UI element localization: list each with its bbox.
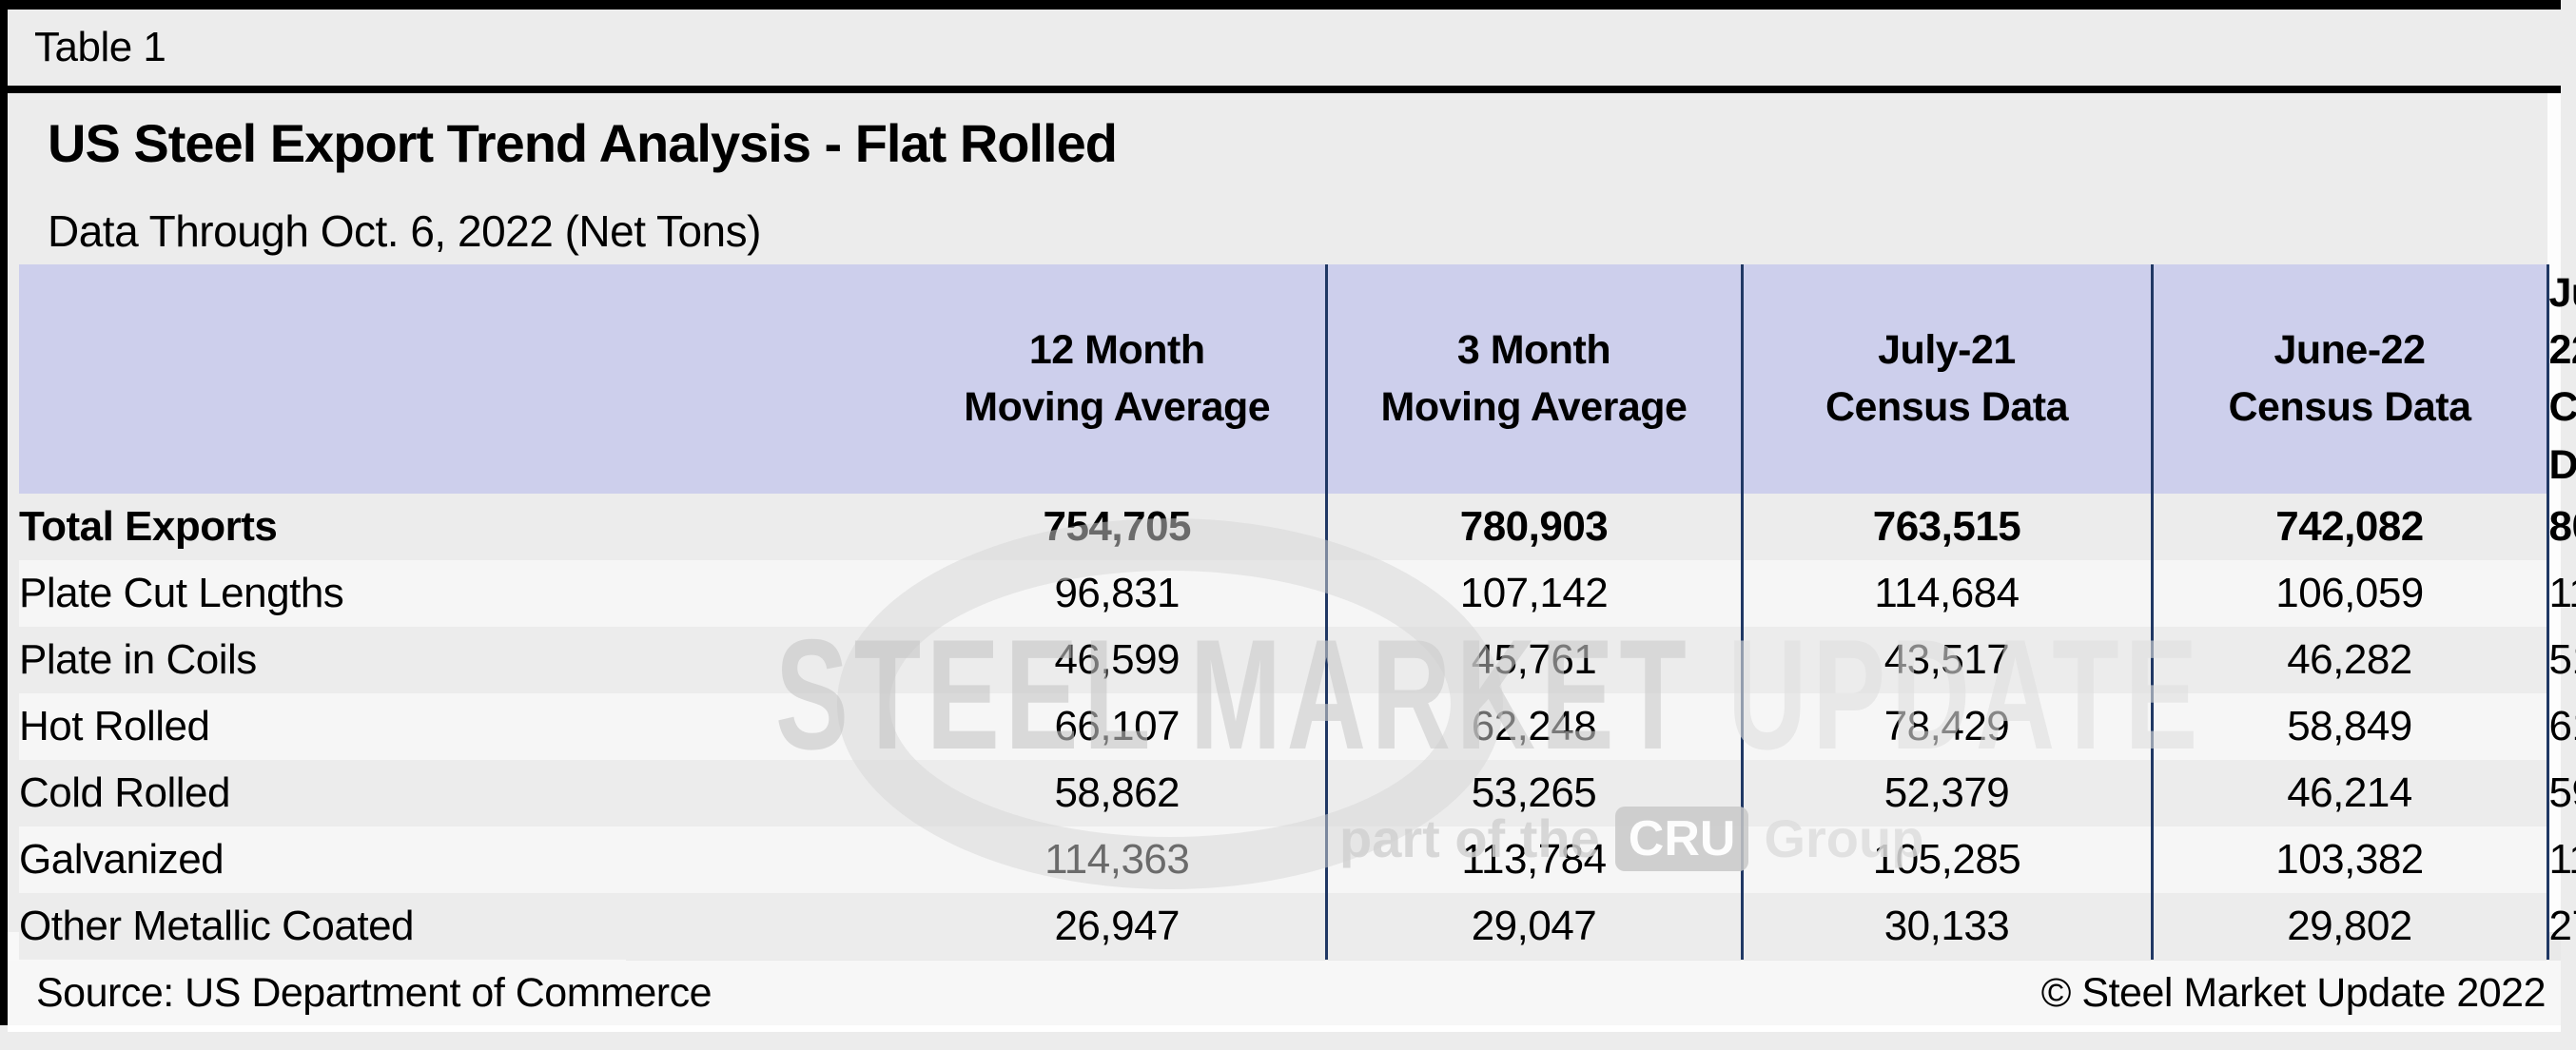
- column-header: July-21 Census Data: [1740, 264, 2152, 494]
- cell-value: 780,903: [1459, 502, 1609, 550]
- cell-value: 106,059: [2275, 569, 2424, 616]
- footer-bar: Source: US Department of Commerce © Stee…: [8, 961, 2561, 1025]
- column-header: 12 Month Moving Average: [964, 327, 1271, 431]
- cell-value: 43,517: [1883, 635, 2010, 683]
- row-label: Plate in Coils: [19, 635, 257, 683]
- header-row: 12 Month Moving Average 3 Month Moving Ave…: [19, 264, 2576, 494]
- export-data-table: 12 Month Moving Average 3 Month Moving Ave…: [19, 264, 2576, 960]
- cell-value: 66,107: [1054, 702, 1181, 749]
- table-number-strip: Table 1: [8, 10, 2561, 86]
- cell-value: 112,120: [2548, 569, 2576, 616]
- cell-value: 29,802: [2287, 902, 2412, 949]
- cell-value: 763,515: [1872, 502, 2021, 550]
- cell-value: 46,214: [2287, 768, 2412, 816]
- row-label: Hot Rolled: [19, 702, 210, 749]
- table-row: Galvanized 114,363 113,784 105,285 103,3…: [19, 826, 2576, 893]
- row-label: Galvanized: [19, 835, 224, 883]
- top-black-bar: [0, 0, 2561, 10]
- cell-value: 800,677: [2548, 502, 2576, 550]
- row-label: Other Metallic Coated: [19, 902, 415, 949]
- table-row: Hot Rolled 66,107 62,248 78,429 58,849 6…: [19, 692, 2576, 760]
- bottom-white-line: [8, 1025, 2561, 1032]
- cell-value: 58,849: [2287, 702, 2412, 749]
- table-row: Total Exports 754,705 780,903 763,515 74…: [19, 493, 2576, 560]
- table-row: Plate Cut Lengths 96,831 107,142 114,684…: [19, 559, 2576, 627]
- left-black-border: [0, 0, 8, 1025]
- cell-value: 742,082: [2275, 502, 2424, 550]
- cell-value: 78,429: [1883, 702, 2010, 749]
- cell-value: 58,862: [1054, 768, 1181, 816]
- cell-value: 114,684: [1874, 569, 2020, 616]
- cell-value: 114,363: [1044, 835, 1190, 883]
- cell-value: 26,947: [1054, 902, 1181, 949]
- column-header: June-22 Census Data: [2150, 264, 2547, 494]
- row-label: Cold Rolled: [19, 768, 230, 816]
- cell-value: 96,831: [1054, 569, 1181, 616]
- table-row: Other Metallic Coated 26,947 29,047 30,1…: [19, 892, 2576, 960]
- horizontal-rule: [8, 86, 2561, 93]
- source-note: Source: US Department of Commerce: [36, 969, 712, 1016]
- table-row: Plate in Coils 46,599 45,761 43,517 46,2…: [19, 626, 2576, 693]
- right-margin-strip: [2547, 93, 2561, 1031]
- cell-value: 59,888: [2548, 768, 2576, 816]
- cell-value: 27,426: [2548, 902, 2576, 949]
- cell-value: 51,805: [2548, 635, 2576, 683]
- cell-value: 754,705: [1043, 502, 1192, 550]
- corner-cell: [19, 264, 909, 494]
- cell-value: 46,599: [1054, 635, 1181, 683]
- cell-value: 105,285: [1872, 835, 2021, 883]
- cell-value: 29,047: [1471, 902, 1597, 949]
- page-subtitle: Data Through Oct. 6, 2022 (Net Tons): [48, 206, 761, 256]
- cell-value: 107,142: [1459, 569, 1609, 616]
- cell-value: 103,382: [2275, 835, 2424, 883]
- table-row: Cold Rolled 58,862 53,265 52,379 46,214 …: [19, 759, 2576, 826]
- cell-value: 52,379: [1883, 768, 2010, 816]
- cell-value: 30,133: [1883, 902, 2010, 949]
- cell-value: 113,784: [1461, 835, 1607, 883]
- row-label: Total Exports: [19, 502, 278, 550]
- cell-value: 46,282: [2287, 635, 2412, 683]
- page-title: US Steel Export Trend Analysis - Flat Ro…: [48, 113, 1118, 173]
- cell-value: 62,248: [1471, 702, 1597, 749]
- cell-value: 61,197: [2548, 702, 2576, 749]
- column-header: 3 Month Moving Average: [1324, 264, 1742, 494]
- row-label: Plate Cut Lengths: [19, 569, 344, 616]
- cell-value: 53,265: [1471, 768, 1597, 816]
- cell-value: 45,761: [1471, 635, 1597, 683]
- cell-value: 119,395: [2548, 835, 2576, 883]
- copyright-note: © Steel Market Update 2022: [2040, 969, 2547, 1016]
- table-number-label: Table 1: [34, 24, 166, 70]
